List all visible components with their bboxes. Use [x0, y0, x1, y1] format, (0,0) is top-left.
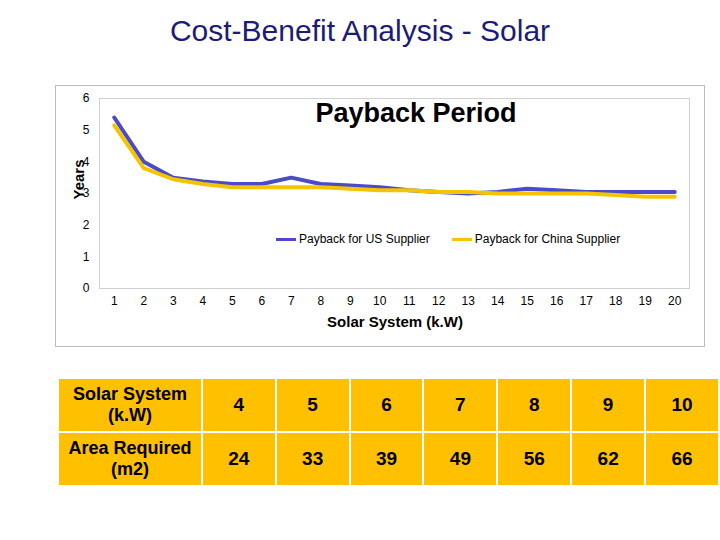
svg-text:18: 18: [609, 294, 623, 308]
svg-text:6: 6: [83, 91, 90, 105]
html-text:Area Required (m2): Area Required (m2): [68, 438, 192, 479]
html-text:56: 56: [523, 448, 545, 469]
html-text:8: 8: [529, 394, 540, 415]
svg-text:11: 11: [403, 294, 416, 308]
html-text:6: 6: [381, 394, 392, 415]
html-text:49: 49: [449, 448, 471, 469]
html-text:66: 66: [671, 448, 693, 469]
svg-text:3: 3: [170, 294, 177, 308]
svg-text:17: 17: [580, 294, 594, 308]
html-text:24: 24: [228, 448, 250, 469]
html-text:Solar System (k.W): Solar System (k.W): [327, 313, 463, 330]
html-text:7: 7: [455, 394, 466, 415]
svg-text:14: 14: [491, 294, 505, 308]
svg-text:1: 1: [83, 250, 90, 264]
svg-text:20: 20: [668, 294, 682, 308]
svg-text:9: 9: [347, 294, 354, 308]
svg-text:2: 2: [140, 294, 147, 308]
html-text:5: 5: [307, 394, 318, 415]
html-text:10: 10: [671, 394, 693, 415]
html-text:Payback for US Supplier: Payback for US Supplier: [299, 232, 430, 246]
html-text:9: 9: [602, 394, 614, 415]
svg-text:5: 5: [83, 123, 90, 137]
html-text:62: 62: [597, 448, 619, 469]
html-text:4: 4: [233, 394, 245, 415]
html-text:Payback for China Supplier: Payback for China Supplier: [474, 232, 621, 246]
svg-text:1: 1: [111, 294, 118, 308]
svg-text:7: 7: [288, 294, 295, 308]
svg-text:19: 19: [639, 294, 653, 308]
svg-text:4: 4: [199, 294, 206, 308]
html-text:Cost-Benefit Analysis - Solar: Cost-Benefit Analysis - Solar: [169, 14, 551, 47]
svg-text:13: 13: [462, 294, 476, 308]
html-text:33: 33: [302, 448, 324, 469]
svg-text:6: 6: [258, 294, 265, 308]
html-text:Solar System (k.W): Solar System (k.W): [72, 384, 187, 425]
svg-text:0: 0: [83, 281, 90, 295]
svg-text:15: 15: [521, 294, 535, 308]
svg-text:8: 8: [317, 294, 324, 308]
html-text:39: 39: [376, 448, 398, 469]
svg-text:2: 2: [83, 218, 90, 232]
html-text:Years: Years: [69, 159, 87, 200]
html-text:Payback Period: Payback Period: [315, 98, 517, 128]
svg-text:5: 5: [229, 294, 236, 308]
svg-text:12: 12: [432, 294, 446, 308]
svg-text:10: 10: [373, 294, 387, 308]
svg-text:16: 16: [550, 294, 564, 308]
